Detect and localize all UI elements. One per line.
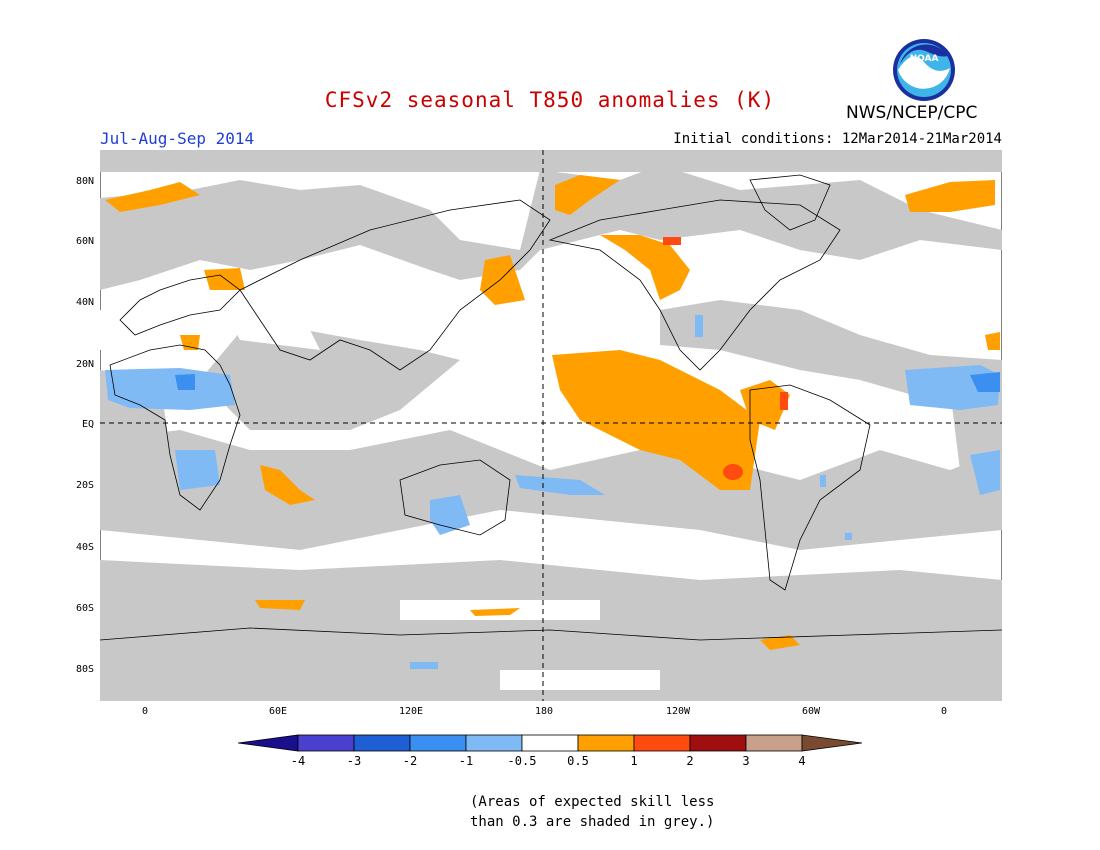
lat-label: 20N — [75, 359, 94, 370]
lat-label: 40S — [75, 542, 94, 553]
colorbar-arrow-left — [238, 734, 299, 752]
lat-label: 60N — [75, 236, 94, 247]
lat-label: 60S — [75, 603, 94, 614]
lon-label: 180 — [534, 706, 554, 717]
colorbar — [238, 734, 862, 752]
season-label: Jul-Aug-Sep 2014 — [100, 129, 255, 148]
colorbar-label: -4 — [290, 754, 306, 768]
skill-note-line2: than 0.3 are shaded in grey.) — [470, 814, 715, 830]
lon-label: 0 — [141, 706, 149, 717]
map-title: CFSv2 seasonal T850 anomalies (K) — [324, 88, 776, 112]
low-skill-shading — [100, 150, 1002, 701]
colorbar-label: -1 — [458, 754, 474, 768]
strong-anomaly-regions — [663, 237, 788, 480]
colorbar-label: 4 — [798, 754, 806, 768]
initial-conditions: Initial conditions: 12Mar2014-21Mar2014 — [673, 131, 1002, 147]
colorbar-label: -2 — [402, 754, 418, 768]
lat-label: EQ — [81, 419, 94, 430]
lat-label: 40N — [75, 297, 94, 308]
colorbar-label: 2 — [686, 754, 694, 768]
lat-label: 20S — [75, 480, 94, 491]
colorbar-label: 0.5 — [567, 754, 589, 768]
colorbar-label: 3 — [742, 754, 750, 768]
lon-label: 120E — [398, 706, 424, 717]
logo-text: NOAA — [910, 54, 939, 64]
noaa-logo-icon: NOAA — [893, 39, 955, 101]
lon-label: 120W — [665, 706, 691, 717]
lon-label: 60E — [268, 706, 288, 717]
positive-anomaly-regions — [105, 175, 1000, 650]
colorbar-label: -0.5 — [507, 754, 537, 768]
lon-label: 60W — [801, 706, 821, 717]
colorbar-label: 1 — [630, 754, 638, 768]
colorbar-label: -3 — [346, 754, 362, 768]
lat-label: 80S — [75, 664, 94, 675]
anomaly-map — [100, 150, 1002, 701]
lat-label: 80N — [75, 176, 94, 187]
skill-note: (Areas of expected skill less than 0.3 a… — [470, 792, 714, 832]
coastlines — [100, 174, 1002, 641]
colorbar-arrow-right — [801, 734, 862, 752]
lon-label: 0 — [940, 706, 948, 717]
skill-note-line1: (Areas of expected skill less — [470, 794, 715, 810]
agency-label: NWS/NCEP/CPC — [846, 103, 978, 123]
